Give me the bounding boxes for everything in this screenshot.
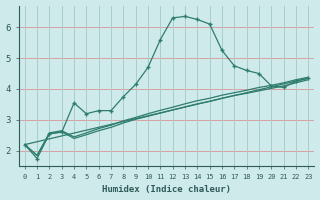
X-axis label: Humidex (Indice chaleur): Humidex (Indice chaleur): [102, 185, 231, 194]
